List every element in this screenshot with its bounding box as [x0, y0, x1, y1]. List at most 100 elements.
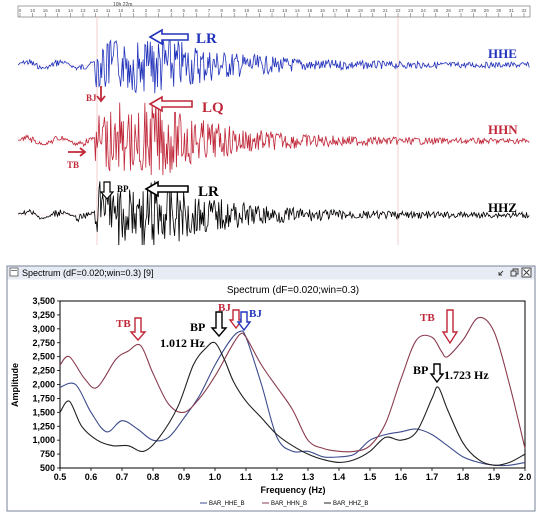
x-tick-label: 1.3 — [302, 472, 315, 482]
time-tick-label: 25 — [433, 8, 439, 13]
lr-arrow-icon — [148, 28, 189, 46]
annotation-bp-1012: BP 1.012 Hz — [160, 311, 228, 350]
x-tick-label: 0.9 — [178, 472, 191, 482]
x-tick-label: 0.7 — [116, 472, 129, 482]
time-tick-label: 0 — [19, 8, 22, 13]
time-tick-label: 31 — [509, 8, 515, 13]
time-tick-label: 8 — [220, 8, 223, 13]
legend-entry: BAR_HHE_B — [209, 501, 245, 507]
y-tick-label: 750 — [40, 449, 55, 459]
time-axis-bar — [17, 5, 531, 18]
annotation-bp-1723: BP 1.723 Hz — [413, 363, 489, 384]
lr-label-hhz: LR — [198, 184, 219, 200]
time-tick-label: 16 — [320, 8, 326, 13]
time-tick-label: 3 — [157, 8, 160, 13]
close-icon[interactable] — [521, 267, 532, 278]
bp-marker-label: BP — [117, 184, 129, 194]
window-titlebar[interactable] — [7, 266, 535, 280]
time-tick-label: 16 — [43, 8, 49, 13]
time-tick-label: 4 — [170, 8, 173, 13]
chart-title: Spectrum (dF=0.020;win=0.3) — [227, 285, 359, 296]
minimize-icon[interactable] — [497, 268, 506, 277]
y-axis-label: Amplitude — [10, 363, 20, 407]
time-tick-label: 10 — [30, 8, 36, 13]
legend-entry: BAR_HHZ_B — [333, 501, 368, 507]
x-tick-label: 1.9 — [488, 472, 501, 482]
time-tick-label: 2 — [145, 8, 148, 13]
y-tick-label: 1,500 — [32, 407, 55, 417]
time-tick-label: 10 — [244, 8, 250, 13]
time-tick-label: 13 — [282, 8, 288, 13]
x-tick-label: 1.0 — [209, 472, 222, 482]
annotation-tb-right-label: TB — [420, 312, 435, 324]
time-tick-label: 15 — [55, 8, 61, 13]
time-tick-label: 14 — [295, 8, 301, 13]
annotation-1012hz-label: 1.012 Hz — [160, 336, 205, 350]
legend-entry: BAR_HHN_B — [271, 501, 307, 507]
tb-marker-label: TB — [67, 160, 79, 170]
time-tick-label: 20 — [370, 8, 376, 13]
time-tick-label: 10 — [118, 8, 124, 13]
time-tick-label: 12 — [269, 8, 275, 13]
annotation-1723hz-label: 1.723 Hz — [444, 368, 489, 382]
annotation-tb-left-label: TB — [116, 318, 131, 330]
time-tick-label: 19 — [358, 8, 364, 13]
bp-arrow-icon — [99, 181, 115, 200]
bj-marker-label: BJ — [86, 93, 97, 103]
annotation-bp-right-label: BP — [413, 363, 428, 377]
channel-label-hhz: HHZ — [488, 200, 517, 215]
time-tick-label: 21 — [383, 8, 389, 13]
x-tick-label: 0.5 — [54, 472, 67, 482]
x-tick-label: 1.6 — [395, 472, 408, 482]
x-tick-label: 1.5 — [364, 472, 377, 482]
y-tick-label: 1,750 — [32, 393, 55, 403]
restore-icon[interactable] — [510, 268, 519, 277]
x-tick-label: 2.0 — [519, 472, 532, 482]
annotation-tb-left: TB — [116, 317, 147, 342]
annotation-bj-red-label: BJ — [218, 302, 231, 314]
lq-label-hhn: LQ — [202, 100, 224, 116]
bj-arrow-icon — [96, 86, 106, 103]
y-tick-label: 2,750 — [32, 338, 55, 348]
spectrum-series — [59, 316, 526, 467]
y-tick-label: 2,000 — [32, 380, 55, 390]
y-tick-label: 2,500 — [32, 352, 55, 362]
time-tick-label: 15 — [307, 8, 313, 13]
annotation-bj-blue-label: BJ — [249, 308, 262, 320]
bp-1723-arrow-icon — [429, 363, 445, 384]
trace-hhz — [17, 180, 530, 245]
y-tick-label: 3,000 — [32, 324, 55, 334]
time-tick-label: 32 — [521, 8, 527, 13]
time-tick-label: 5 — [183, 8, 186, 13]
x-tick-label: 1.8 — [457, 472, 470, 482]
time-axis-label: 10h 22m — [113, 2, 132, 8]
legend: BAR_HHE_B BAR_HHN_B BAR_HHZ_B — [200, 501, 368, 507]
seismogram-panel: 0 10 16 15 14 13 12 11 10 1 2 3 4 5 6 7 8 9 10 11 12 13 14 15 16… — [17, 2, 531, 245]
time-tick-label: 23 — [408, 8, 414, 13]
time-tick-label: 24 — [421, 8, 427, 13]
x-tick-label: 1.7 — [426, 472, 439, 482]
y-tick-label: 1,000 — [32, 435, 55, 445]
annotation-bp-label: BP — [190, 320, 205, 334]
time-tick-label: 14 — [68, 8, 74, 13]
time-tick-label: 11 — [257, 8, 262, 13]
channel-label-hhn: HHN — [488, 122, 518, 137]
x-axis-label: Frequency (Hz) — [260, 485, 325, 495]
tb-left-arrow-icon — [129, 317, 147, 342]
time-tick-label: 18 — [345, 8, 351, 13]
bj-blue-arrow-icon — [236, 311, 252, 332]
x-tick-label: 1.2 — [271, 472, 284, 482]
tb-right-arrow-icon — [441, 309, 459, 345]
annotation-tb-right: TB — [420, 309, 459, 345]
lq-arrow-icon — [148, 95, 193, 113]
series-line-bar-hhz-b — [59, 341, 526, 466]
y-axis-ticks: 500 750 1,000 1,250 1,500 1,750 2,000 2,250 2,50… — [32, 296, 60, 473]
time-tick-label: 13 — [80, 8, 86, 13]
series-line-bar-hhn-b — [59, 316, 526, 453]
y-tick-label: 3,250 — [32, 310, 55, 320]
time-tick-label: 26 — [446, 8, 452, 13]
window-icon — [9, 267, 19, 277]
time-tick-label: 7 — [208, 8, 211, 13]
